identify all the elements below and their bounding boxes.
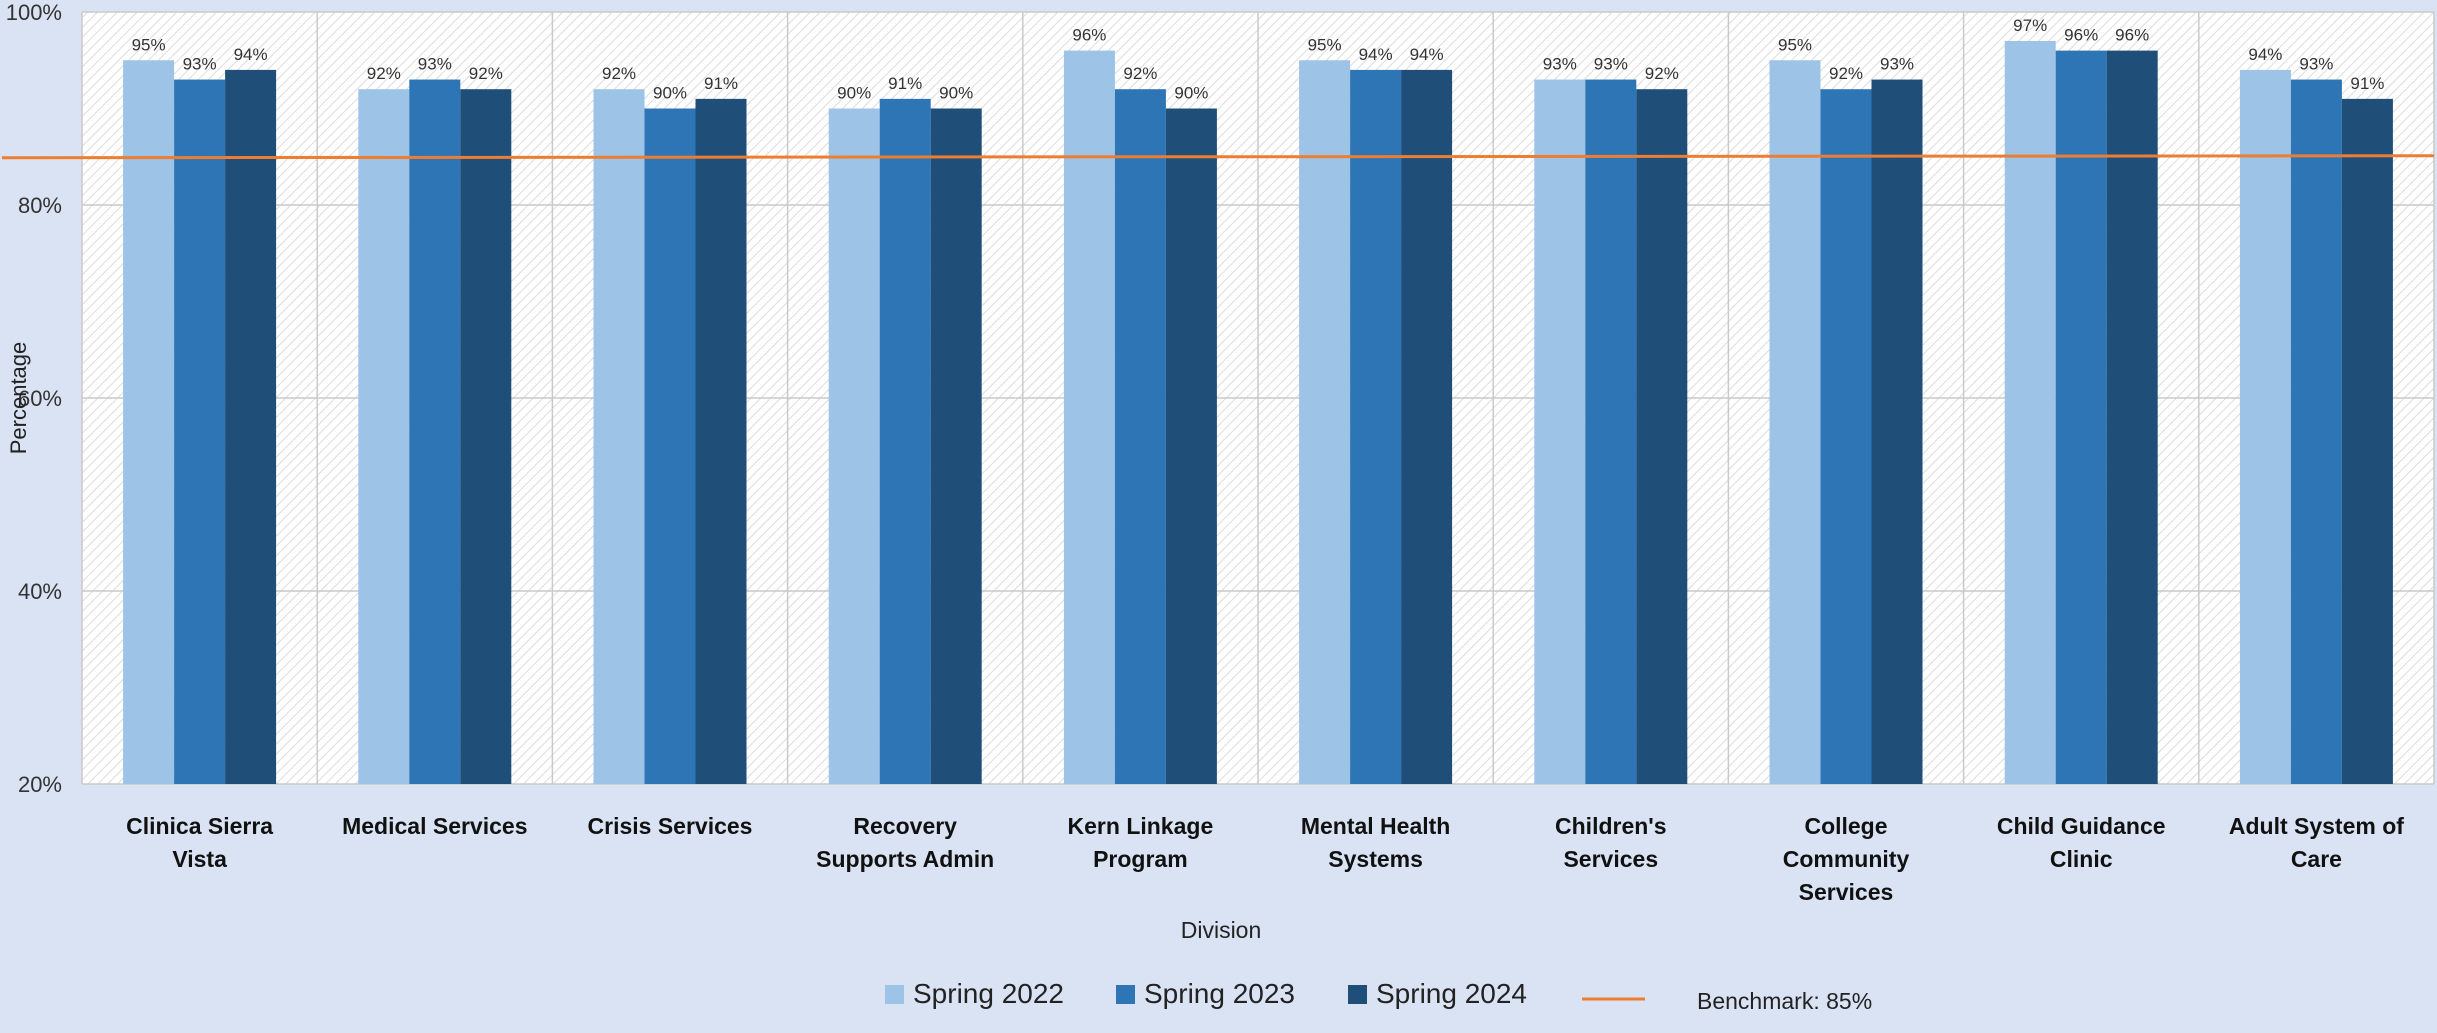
- legend-label: Spring 2022: [913, 978, 1064, 1009]
- bar: [1165, 108, 1217, 784]
- bar: [930, 108, 982, 784]
- bar-value-label: 94%: [1410, 45, 1444, 64]
- bar-value-label: 92%: [1829, 64, 1863, 83]
- bar-value-label: 91%: [2350, 74, 2384, 93]
- x-axis-title: Division: [1181, 917, 1262, 943]
- bar-value-label: 93%: [1880, 55, 1914, 74]
- y-tick-label: 80%: [18, 193, 62, 218]
- legend: Spring 2022 Spring 2023 Spring 2024 Benchma…: [885, 978, 1872, 1014]
- x-tick-label: Clinica Sierra Vista: [126, 813, 273, 872]
- bar: [695, 98, 747, 785]
- x-tick-label: Recovery Supports Admin: [816, 813, 994, 872]
- bar: [2055, 50, 2107, 785]
- bar: [225, 69, 277, 784]
- bar: [1534, 79, 1586, 785]
- bar-value-label: 92%: [602, 64, 636, 83]
- x-tick-label: College Community Services: [1783, 813, 1910, 905]
- legend-benchmark-label: Benchmark: 85%: [1697, 988, 1872, 1014]
- bar: [1401, 69, 1453, 784]
- bar: [1769, 60, 1821, 784]
- bar-value-label: 93%: [2299, 55, 2333, 74]
- bar: [174, 79, 226, 785]
- bar-value-label: 96%: [1072, 26, 1106, 45]
- bar-value-label: 96%: [2064, 26, 2098, 45]
- x-tick-label: Children's Services: [1555, 813, 1667, 872]
- legend-swatch: [1116, 985, 1135, 1004]
- bar: [2239, 69, 2291, 784]
- x-tick-label: Crisis Services: [588, 813, 753, 839]
- legend-label: Spring 2023: [1144, 978, 1295, 1009]
- bar-value-label: 92%: [1123, 64, 1157, 83]
- legend-swatch: [1348, 985, 1367, 1004]
- bar: [1871, 79, 1923, 785]
- bar-value-label: 94%: [2248, 45, 2282, 64]
- bar-value-label: 93%: [418, 55, 452, 74]
- bar-value-label: 94%: [234, 45, 268, 64]
- x-tick-label: Mental Health Systems: [1301, 813, 1451, 872]
- bar: [2004, 40, 2056, 784]
- bar: [2341, 98, 2393, 785]
- bar: [460, 89, 512, 784]
- bar-value-label: 91%: [704, 74, 738, 93]
- y-tick-label: 20%: [18, 772, 62, 797]
- bar-value-label: 92%: [1645, 64, 1679, 83]
- bar-value-label: 97%: [2013, 16, 2047, 35]
- bar-value-label: 93%: [1594, 55, 1628, 74]
- bar: [1063, 50, 1115, 785]
- bar: [828, 108, 880, 784]
- y-tick-label: 60%: [18, 386, 62, 411]
- bar: [1350, 69, 1402, 784]
- bar-value-label: 93%: [1543, 55, 1577, 74]
- bar: [1299, 60, 1351, 784]
- bar: [358, 89, 410, 784]
- x-tick-label: Adult System of Care: [2229, 813, 2404, 872]
- bar-value-label: 90%: [939, 84, 973, 103]
- bar-value-label: 94%: [1359, 45, 1393, 64]
- legend-label: Spring 2024: [1376, 978, 1527, 1009]
- y-tick-label: 100%: [6, 0, 62, 25]
- bar: [2290, 79, 2342, 785]
- bar: [879, 98, 931, 785]
- bar: [123, 60, 175, 784]
- x-tick-label: Kern Linkage Program: [1068, 813, 1214, 872]
- x-tick-label: Child Guidance Clinic: [1997, 813, 2166, 872]
- bar-value-label: 92%: [367, 64, 401, 83]
- bar-value-label: 90%: [1174, 84, 1208, 103]
- bar: [1820, 89, 1872, 784]
- bar: [2106, 50, 2158, 785]
- bar-value-label: 91%: [888, 74, 922, 93]
- bar: [644, 108, 696, 784]
- bar: [409, 79, 461, 785]
- bar: [1585, 79, 1637, 785]
- y-tick-label: 40%: [18, 579, 62, 604]
- x-tick-label: Medical Services: [342, 813, 527, 839]
- bar-value-label: 90%: [837, 84, 871, 103]
- bar: [1636, 89, 1688, 784]
- bar-value-label: 95%: [132, 35, 166, 54]
- legend-swatch: [885, 985, 904, 1004]
- y-axis-title: Percentage: [6, 342, 31, 455]
- benchmark-line: [1, 154, 2435, 160]
- bar-value-label: 95%: [1778, 35, 1812, 54]
- bar-value-label: 90%: [653, 84, 687, 103]
- bar: [593, 89, 645, 784]
- bar-value-label: 96%: [2115, 26, 2149, 45]
- bar-value-label: 93%: [183, 55, 217, 74]
- bar-value-label: 92%: [469, 64, 503, 83]
- bar-value-label: 95%: [1308, 35, 1342, 54]
- bar: [1114, 89, 1166, 784]
